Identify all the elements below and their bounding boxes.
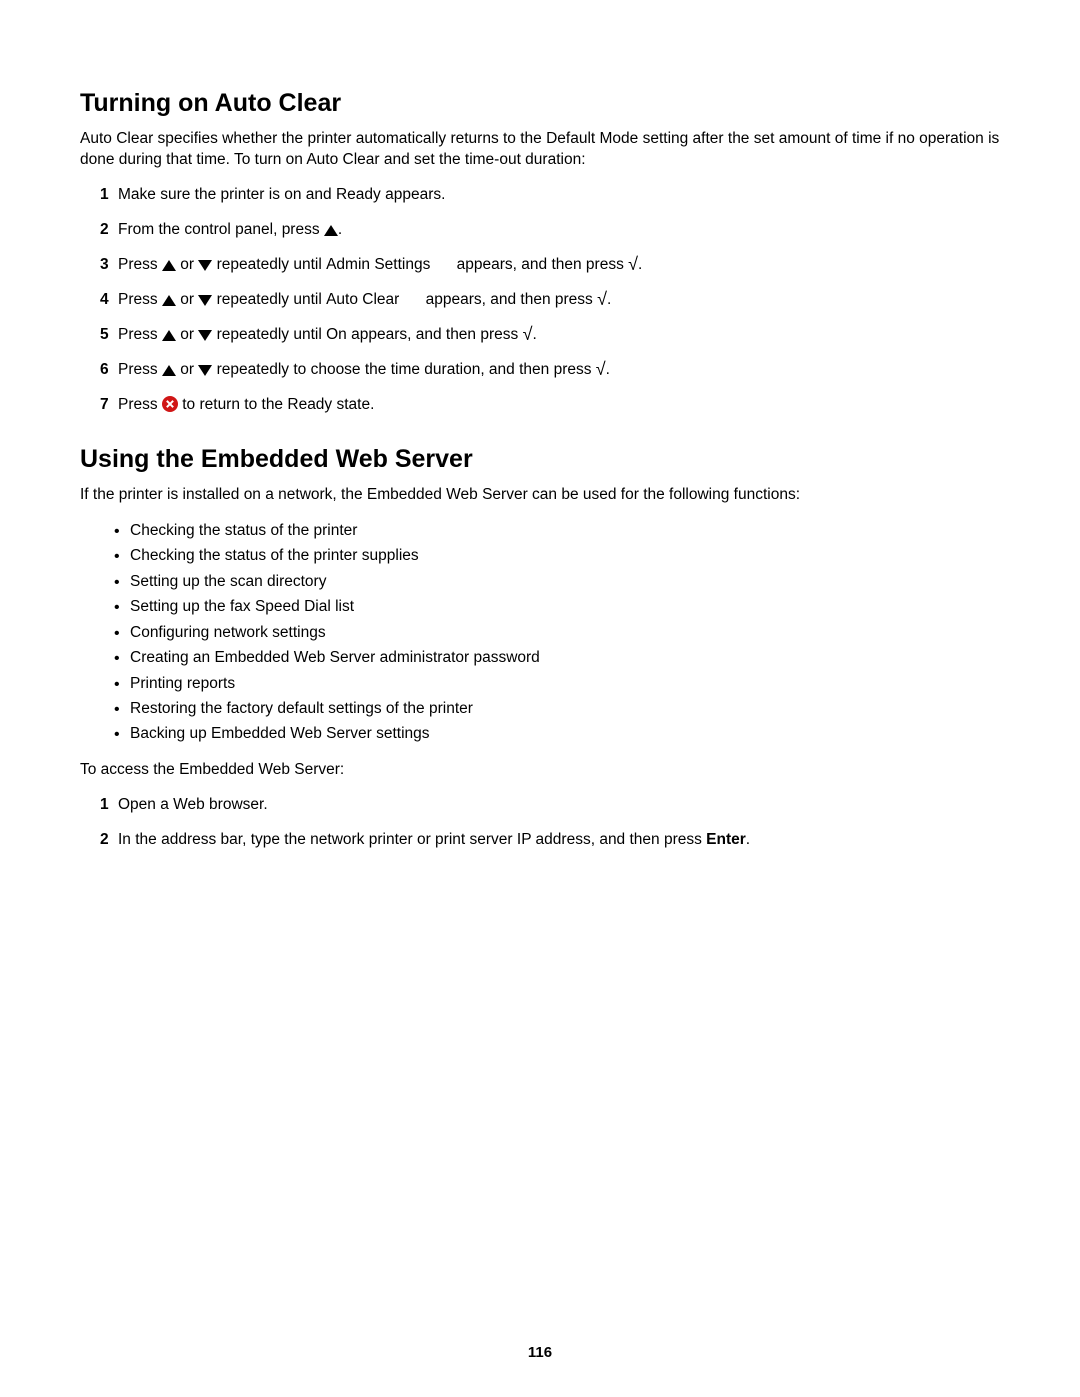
menu-auto-clear: Auto Clear [326,290,399,311]
heading-web-server: Using the Embedded Web Server [80,444,1000,475]
step-text: . [338,221,342,238]
step-text: . [607,291,611,308]
list-item: Checking the status of the printer suppl… [114,545,1000,567]
document-page: Turning on Auto Clear Auto Clear specifi… [0,0,1080,1397]
step-text: In the address bar, type the network pri… [118,831,706,848]
step-number: 5 [100,325,109,346]
down-arrow-icon [198,330,212,341]
up-arrow-icon [162,295,176,306]
step-text: . [746,831,750,848]
step-text: repeatedly until [212,326,326,343]
up-arrow-icon [162,330,176,341]
step-text: . [532,326,536,343]
step-5: 5 Press or repeatedly until On appears, … [100,325,1000,346]
step-text: or [176,326,198,343]
step-text: Press [118,396,162,413]
menu-admin-settings: Admin Settings [326,255,430,276]
check-icon: √ [597,289,607,309]
step-number: 2 [100,830,109,851]
list-item: Creating an Embedded Web Server administ… [114,647,1000,669]
heading-auto-clear: Turning on Auto Clear [80,88,1000,119]
step-text: repeatedly until [212,291,326,308]
step-text: Make sure the printer is on and [118,186,336,203]
down-arrow-icon [198,365,212,376]
check-icon: √ [596,359,606,379]
step-number: 2 [100,220,109,241]
up-arrow-icon [162,260,176,271]
step-text: appears. [381,186,446,203]
step-text: repeatedly to choose the time duration, … [212,361,595,378]
list-item: Printing reports [114,673,1000,695]
step-4: 4 Press or repeatedly until Auto Clear a… [100,290,1000,311]
intro-web-server: If the printer is installed on a network… [80,485,1000,506]
step-number: 1 [100,185,109,206]
step-text: Press [118,326,162,343]
step-text: appears, and then press [347,326,523,343]
access-step-1: 1 Open a Web browser. [100,795,1000,816]
step-text: Press [118,291,162,308]
enter-key: Enter [706,831,746,848]
page-number: 116 [0,1344,1080,1361]
step-text: From the control panel, press [118,221,324,238]
steps-access: 1 Open a Web browser. 2 In the address b… [80,795,1000,851]
access-step-2: 2 In the address bar, type the network p… [100,830,1000,851]
list-item: Restoring the factory default settings o… [114,698,1000,720]
ready-text: Ready [287,396,332,413]
menu-on: On [326,326,347,343]
up-arrow-icon [324,225,338,236]
list-item: Configuring network settings [114,622,1000,644]
step-text: to return to the [178,396,287,413]
step-text: state. [332,396,374,413]
intro-auto-clear: Auto Clear specifies whether the printer… [80,129,1000,171]
step-text: appears, and then press [421,291,597,308]
step-number: 6 [100,360,109,381]
list-item: Setting up the fax Speed Dial list [114,596,1000,618]
step-2: 2 From the control panel, press . [100,220,1000,241]
step-text: appears, and then press [452,256,628,273]
steps-auto-clear: 1 Make sure the printer is on and Ready … [80,185,1000,415]
step-text: Open a Web browser. [118,796,268,813]
cancel-icon [162,396,178,412]
step-text: Press [118,256,162,273]
step-text: . [606,361,610,378]
down-arrow-icon [198,260,212,271]
step-number: 4 [100,290,109,311]
access-intro: To access the Embedded Web Server: [80,760,1000,781]
step-7: 7 Press to return to the Ready state. [100,395,1000,416]
step-3: 3 Press or repeatedly until Admin Settin… [100,255,1000,276]
step-number: 1 [100,795,109,816]
list-item: Backing up Embedded Web Server settings [114,723,1000,745]
down-arrow-icon [198,295,212,306]
step-text: or [176,291,198,308]
step-text: or [176,361,198,378]
check-icon: √ [628,254,638,274]
step-text: . [638,256,642,273]
step-number: 3 [100,255,109,276]
step-text: repeatedly until [212,256,326,273]
bullets-web-server: Checking the status of the printer Check… [80,520,1000,746]
step-text: or [176,256,198,273]
list-item: Checking the status of the printer [114,520,1000,542]
step-1: 1 Make sure the printer is on and Ready … [100,185,1000,206]
step-text: Press [118,361,162,378]
up-arrow-icon [162,365,176,376]
check-icon: √ [523,324,533,344]
step-number: 7 [100,395,109,416]
ready-text: Ready [336,186,381,203]
list-item: Setting up the scan directory [114,571,1000,593]
step-6: 6 Press or repeatedly to choose the time… [100,360,1000,381]
